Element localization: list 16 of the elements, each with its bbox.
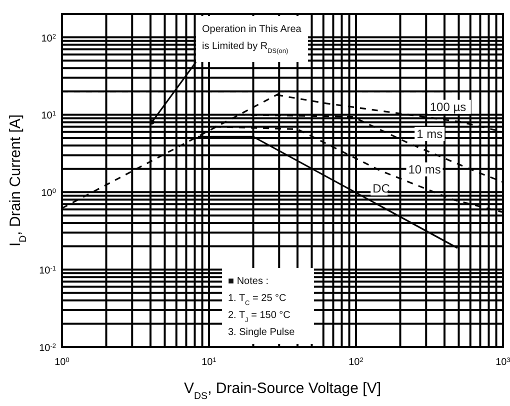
x-axis-title: V$_{DS}$, Drain-Source Voltage [V] [184, 380, 381, 402]
y-tick-label: 10$^{-1}$ [39, 265, 56, 277]
series-label: 10 ms [408, 162, 441, 176]
y-tick-label: 10$^{-2}$ [39, 342, 56, 354]
x-tick-label: 10$^{1}$ [202, 356, 217, 368]
annotation: ■ Notes : 1. T$_{C}$ = 25 °C 2. T$_{J}$ = 150 °C 3. Single Pulse [228, 276, 296, 338]
series-label: 1 ms [416, 127, 443, 142]
x-tick-label: 10$^{3}$ [496, 356, 510, 368]
y-tick-label: 10$^{0}$ [41, 188, 56, 200]
y-tick-label: 10$^{1}$ [41, 110, 56, 122]
series-label: 100 µs [430, 100, 466, 114]
x-tick-label: 10$^{0}$ [54, 356, 70, 368]
annotation: Operation in This Area is Limited by R$_{DS(on)}$ [202, 24, 302, 54]
y-tick-label: 10$^{2}$ [41, 32, 56, 44]
series-label: DC [372, 181, 390, 196]
x-tick-label: 10$^{2}$ [348, 356, 364, 368]
